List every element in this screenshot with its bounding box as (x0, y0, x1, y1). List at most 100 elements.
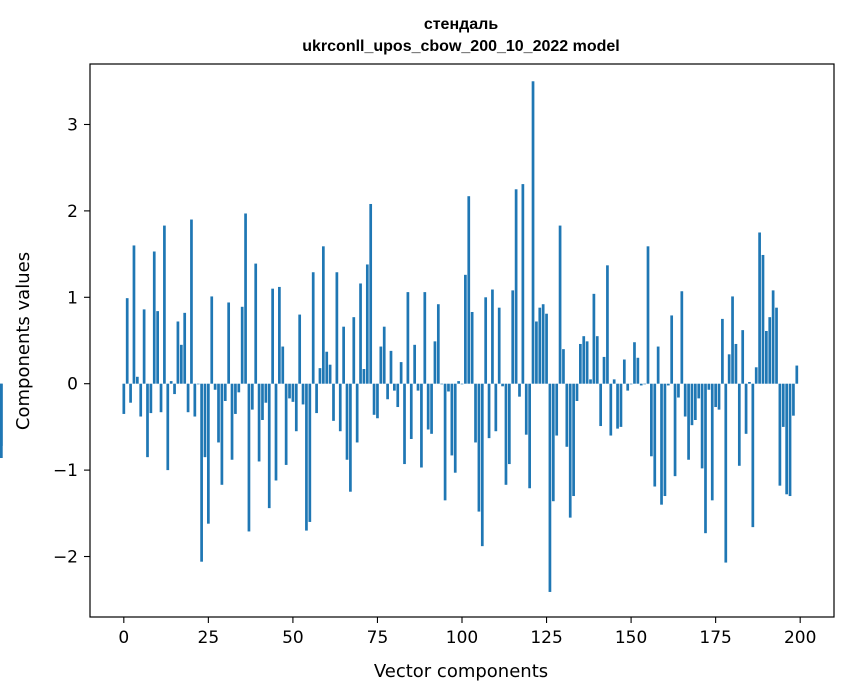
bar-1 (125, 298, 129, 384)
x-tick-label: 100 (446, 628, 478, 648)
x-tick-label: 25 (198, 628, 220, 648)
bar-50 (291, 383, 295, 402)
bar-66 (345, 383, 349, 460)
bar-194 (778, 383, 782, 486)
x-tick-label: 200 (784, 628, 816, 648)
bar-148 (622, 359, 626, 384)
bar-79 (389, 350, 393, 384)
bar-101 (464, 274, 467, 384)
bar-41 (261, 383, 264, 420)
bar-137 (585, 341, 589, 384)
bar-15 (173, 383, 176, 395)
bar-118 (521, 184, 525, 384)
bar-151 (633, 342, 636, 384)
bar-43 (267, 383, 271, 509)
x-tick-label: 175 (699, 628, 731, 648)
bar-163 (673, 383, 677, 477)
bar-139 (592, 293, 596, 384)
bar-83 (403, 383, 406, 465)
bar-13 (166, 383, 170, 471)
bar-45 (274, 383, 278, 481)
bar-164 (677, 383, 680, 398)
bar-130 (562, 349, 565, 384)
bar-126 (548, 383, 552, 592)
x-axis-label: Vector components (374, 661, 548, 682)
bar-138 (589, 379, 592, 384)
bar-174 (710, 383, 714, 501)
chart-subtitle: ukrconll_upos_cbow_200_10_2022 model (302, 38, 619, 55)
bar-198 (792, 383, 795, 416)
bar-4 (135, 376, 139, 384)
bar-36 (244, 213, 247, 384)
bar-125 (545, 313, 548, 384)
bar-157 (653, 383, 657, 487)
bar-48 (284, 383, 288, 465)
bar-52 (298, 314, 302, 384)
bar-51 (294, 383, 298, 432)
bar-11 (159, 383, 163, 413)
bar-135 (579, 343, 582, 384)
bar-81 (396, 383, 400, 408)
bar-21 (193, 383, 197, 417)
bar-56 (311, 272, 315, 384)
bar-160 (663, 383, 667, 497)
bar-42 (264, 383, 268, 403)
bar-40 (257, 383, 261, 462)
bar-65 (342, 326, 345, 384)
bar-82 (399, 362, 403, 384)
bar-144 (609, 383, 613, 436)
bar-14 (169, 381, 173, 384)
bar-119 (524, 383, 528, 435)
bar-20 (190, 219, 193, 384)
bar-8 (149, 383, 153, 414)
bar-61 (328, 364, 332, 384)
bar-132 (568, 383, 572, 518)
y-tick-label: 2 (67, 202, 78, 222)
bar-17 (179, 344, 183, 384)
bar-72 (365, 264, 369, 384)
y-tick-label: −1 (53, 461, 78, 481)
bar-173 (707, 383, 711, 390)
bar-128 (555, 383, 559, 436)
bar-133 (572, 383, 575, 497)
bar-120 (528, 383, 531, 489)
bar-186 (751, 383, 755, 528)
x-axis-ticks: 0 25 50 75 100 125 150 175 200 (118, 617, 816, 648)
bar-100 (460, 383, 464, 385)
bar-26 (210, 296, 214, 384)
bar-167 (687, 383, 690, 460)
bar-29 (220, 383, 224, 485)
x-tick-label: 0 (118, 628, 129, 648)
y-tick-label: 0 (67, 375, 78, 395)
bar-16 (176, 321, 180, 384)
bar-74 (372, 383, 376, 415)
bar-107 (484, 297, 488, 384)
plot-frame (89, 63, 835, 618)
bar-6 (142, 309, 146, 384)
bar-95 (443, 383, 447, 501)
bar-124 (541, 304, 545, 384)
bar-85 (409, 383, 413, 439)
bar-71 (362, 369, 366, 384)
bar-149 (626, 383, 630, 391)
y-tick-label: −2 (53, 548, 78, 568)
bar-9 (152, 251, 156, 384)
bar-168 (690, 383, 694, 426)
x-tick-label: 125 (530, 628, 562, 648)
bar-188 (758, 232, 761, 384)
bar-156 (650, 383, 653, 457)
bar-109 (491, 289, 494, 384)
bar-178 (724, 383, 728, 563)
y-tick-label: 1 (67, 288, 78, 308)
bar-152 (636, 357, 640, 384)
bar-53 (301, 383, 305, 405)
bar-113 (504, 383, 508, 485)
bar-187 (754, 367, 758, 384)
bar-154 (643, 383, 646, 385)
bar-3 (132, 245, 136, 384)
bar-90 (426, 383, 430, 430)
bar-70 (359, 283, 362, 384)
bar-179 (727, 354, 731, 384)
bar-7 (146, 383, 149, 458)
